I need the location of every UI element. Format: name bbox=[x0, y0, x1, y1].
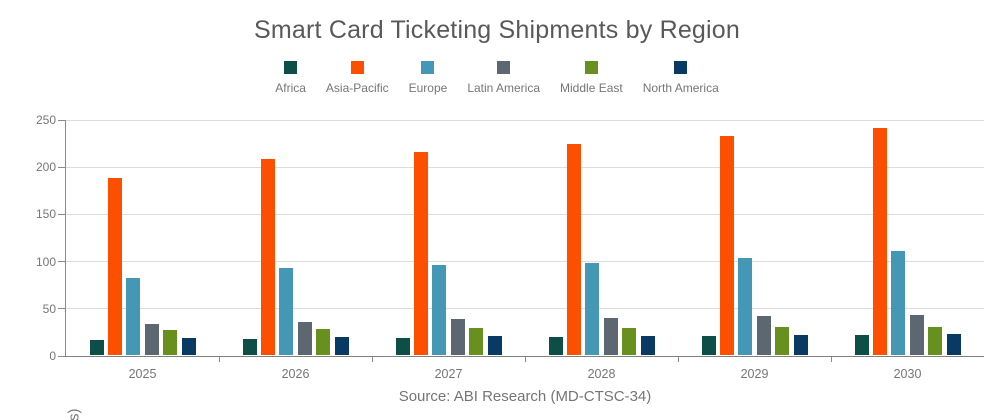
bar-europe-2027[interactable] bbox=[432, 265, 447, 355]
bar-north-america-2026[interactable] bbox=[334, 337, 349, 355]
chart-title: Smart Card Ticketing Shipments by Region bbox=[254, 16, 740, 44]
x-axis-line bbox=[65, 356, 984, 357]
bar-europe-2028[interactable] bbox=[585, 262, 600, 355]
legend-swatch-north-america bbox=[674, 61, 688, 74]
y-tick-label-150: 150 bbox=[35, 207, 56, 222]
bar-africa-2029[interactable] bbox=[701, 336, 716, 355]
y-tick-label-200: 200 bbox=[35, 160, 56, 175]
y-tick-label-0: 0 bbox=[49, 349, 56, 363]
bar-latin-america-2030[interactable] bbox=[909, 315, 924, 355]
y-tick-mark-250 bbox=[58, 119, 65, 121]
legend-label: Europe bbox=[408, 81, 448, 95]
plot-area: 0 50 100 150 200 250 2025 2026 2027 2028 2029 2030 bbox=[36, 113, 984, 381]
bar-asia-pacific-2028[interactable] bbox=[566, 143, 581, 355]
legend-swatch-middle-east bbox=[584, 61, 598, 74]
x-tick-label-2026: 2026 bbox=[281, 367, 310, 381]
legend-label: Middle East bbox=[560, 81, 623, 95]
y-tick-label-100: 100 bbox=[35, 254, 56, 269]
x-tick-mark bbox=[525, 357, 526, 362]
y-tick-label-250: 250 bbox=[35, 113, 56, 127]
bar-middle-east-2027[interactable] bbox=[469, 327, 484, 355]
legend-item-europe[interactable]: Europe bbox=[408, 61, 448, 95]
gridline-100 bbox=[66, 261, 984, 263]
x-tick-label-2025: 2025 bbox=[128, 367, 157, 381]
bar-north-america-2027[interactable] bbox=[487, 336, 502, 355]
legend-item-africa[interactable]: Africa bbox=[275, 61, 306, 95]
bar-middle-east-2029[interactable] bbox=[775, 326, 790, 355]
gridline-150 bbox=[66, 213, 984, 215]
legend-item-middle-east[interactable]: Middle East bbox=[560, 61, 623, 95]
bar-latin-america-2027[interactable] bbox=[450, 319, 465, 355]
bar-north-america-2025[interactable] bbox=[181, 338, 196, 355]
legend-swatch-europe bbox=[421, 61, 435, 74]
y-axis-line bbox=[65, 120, 66, 357]
y-tick-mark-0 bbox=[58, 355, 65, 357]
bar-asia-pacific-2030[interactable] bbox=[872, 128, 887, 355]
bar-africa-2028[interactable] bbox=[548, 337, 563, 355]
bar-europe-2025[interactable] bbox=[126, 277, 141, 355]
source-caption: Source: ABI Research (MD-CTSC-34) bbox=[398, 388, 652, 405]
gridline-50 bbox=[66, 308, 984, 310]
legend-swatch-latin-america bbox=[497, 61, 511, 74]
bar-europe-2030[interactable] bbox=[891, 251, 906, 355]
legend: Africa Asia-Pacific Europe Latin America Mid… bbox=[0, 61, 994, 95]
x-tick-label-2030: 2030 bbox=[893, 367, 922, 381]
bar-latin-america-2026[interactable] bbox=[297, 321, 312, 355]
bar-latin-america-2028[interactable] bbox=[603, 318, 618, 355]
bar-middle-east-2030[interactable] bbox=[928, 326, 943, 355]
legend-label: Latin America bbox=[467, 81, 541, 95]
bar-north-america-2030[interactable] bbox=[946, 334, 961, 355]
y-tick-mark-200 bbox=[58, 166, 65, 168]
x-tick-label-2029: 2029 bbox=[740, 367, 769, 381]
x-tick-label-2028: 2028 bbox=[587, 367, 616, 381]
legend-item-north-america[interactable]: North America bbox=[643, 61, 719, 95]
y-tick-mark-50 bbox=[58, 308, 65, 310]
bar-africa-2025[interactable] bbox=[89, 339, 104, 355]
bar-north-america-2028[interactable] bbox=[640, 336, 655, 355]
x-tick-mark bbox=[372, 357, 373, 362]
y-tick-mark-100 bbox=[58, 261, 65, 263]
bar-asia-pacific-2025[interactable] bbox=[107, 177, 122, 355]
y-tick-mark-150 bbox=[58, 213, 65, 215]
legend-label: North America bbox=[642, 81, 719, 95]
bar-middle-east-2028[interactable] bbox=[622, 327, 637, 355]
bar-middle-east-2026[interactable] bbox=[316, 328, 331, 355]
bar-europe-2029[interactable] bbox=[738, 257, 753, 355]
bar-asia-pacific-2026[interactable] bbox=[260, 158, 275, 355]
x-tick-label-2027: 2027 bbox=[434, 367, 463, 381]
bar-asia-pacific-2027[interactable] bbox=[413, 152, 428, 355]
legend-swatch-asia-pacific bbox=[350, 61, 364, 74]
bar-latin-america-2029[interactable] bbox=[756, 316, 771, 355]
y-axis-title: Shipments (Millions) bbox=[66, 408, 83, 420]
legend-item-latin-america[interactable]: Latin America bbox=[467, 61, 540, 95]
bar-europe-2026[interactable] bbox=[279, 268, 294, 355]
x-tick-mark bbox=[678, 357, 679, 362]
legend-label: Asia-Pacific bbox=[325, 81, 389, 95]
gridline-200 bbox=[66, 166, 984, 168]
legend-label: Africa bbox=[275, 81, 306, 95]
legend-item-asia-pacific[interactable]: Asia-Pacific bbox=[326, 61, 389, 95]
bar-latin-america-2025[interactable] bbox=[144, 323, 159, 355]
x-tick-mark bbox=[219, 357, 220, 362]
gridline-250 bbox=[66, 119, 984, 121]
bar-africa-2030[interactable] bbox=[854, 335, 869, 355]
bar-asia-pacific-2029[interactable] bbox=[719, 136, 734, 355]
bar-middle-east-2025[interactable] bbox=[163, 329, 178, 355]
bar-africa-2027[interactable] bbox=[395, 338, 410, 355]
legend-swatch-africa bbox=[284, 61, 298, 74]
y-tick-label-50: 50 bbox=[42, 301, 56, 316]
bar-africa-2026[interactable] bbox=[242, 338, 257, 355]
bar-north-america-2029[interactable] bbox=[793, 335, 808, 355]
x-tick-mark bbox=[831, 357, 832, 362]
